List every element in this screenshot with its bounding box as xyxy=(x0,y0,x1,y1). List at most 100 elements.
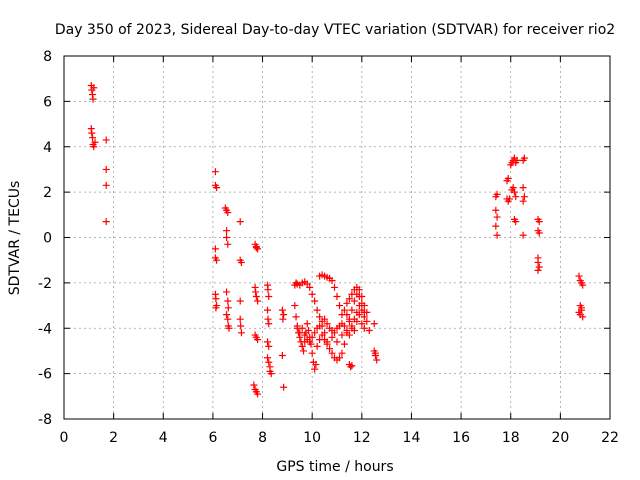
data-point xyxy=(360,324,368,332)
data-point xyxy=(265,320,273,328)
data-point xyxy=(254,336,262,344)
data-point xyxy=(363,317,371,325)
data-point xyxy=(535,263,543,271)
x-tick-label: 2 xyxy=(109,430,118,446)
data-point xyxy=(102,136,110,144)
data-point xyxy=(236,297,244,305)
data-point xyxy=(264,315,272,323)
data-point xyxy=(211,168,219,176)
data-point xyxy=(264,354,272,362)
data-point xyxy=(360,302,368,310)
data-point xyxy=(223,311,231,319)
plot-frame xyxy=(63,55,611,420)
data-point xyxy=(321,315,329,323)
y-tick-label: -8 xyxy=(38,412,52,428)
data-point xyxy=(316,322,324,330)
data-point xyxy=(323,320,331,328)
data-point xyxy=(213,184,221,192)
data-point xyxy=(365,327,373,335)
x-tick-label: 0 xyxy=(60,430,69,446)
data-point xyxy=(102,165,110,173)
data-point xyxy=(299,347,307,355)
data-point xyxy=(328,333,336,341)
data-point xyxy=(306,338,314,346)
data-point xyxy=(303,320,311,328)
data-point xyxy=(355,311,363,319)
data-point xyxy=(292,313,300,321)
data-point xyxy=(493,231,501,239)
data-point xyxy=(535,218,543,226)
data-point xyxy=(254,390,262,398)
data-point xyxy=(236,315,244,323)
x-tick-label: 20 xyxy=(551,430,569,446)
y-tick-label: -2 xyxy=(38,276,52,292)
data-point xyxy=(338,349,346,357)
data-point xyxy=(519,231,527,239)
data-point xyxy=(579,313,587,321)
data-point xyxy=(224,240,232,248)
x-tick-label: 12 xyxy=(353,430,371,446)
data-point xyxy=(335,354,343,362)
data-point xyxy=(298,342,306,350)
data-point xyxy=(313,306,321,314)
data-point xyxy=(345,331,353,339)
data-point xyxy=(265,358,273,366)
data-point xyxy=(264,306,272,314)
data-point xyxy=(279,315,287,323)
data-point xyxy=(278,306,286,314)
x-tick-label: 14 xyxy=(403,430,421,446)
data-point xyxy=(340,306,348,314)
data-point xyxy=(306,283,314,291)
data-point xyxy=(347,363,355,371)
data-point xyxy=(304,327,312,335)
data-point xyxy=(308,290,316,298)
x-tick-label: 10 xyxy=(303,430,321,446)
data-point xyxy=(519,184,527,192)
data-point xyxy=(308,333,316,341)
y-tick-label: 2 xyxy=(43,185,52,201)
data-point xyxy=(335,302,343,310)
data-point xyxy=(213,256,221,264)
y-tick-label: 0 xyxy=(43,231,52,247)
data-point xyxy=(370,320,378,328)
data-point xyxy=(504,175,512,183)
data-point xyxy=(348,306,356,314)
data-point xyxy=(265,342,273,350)
data-point xyxy=(308,349,316,357)
data-point xyxy=(579,281,587,289)
grid xyxy=(64,56,610,419)
data-point xyxy=(212,304,220,312)
data-point xyxy=(298,324,306,332)
data-point xyxy=(510,188,518,196)
chart-title: Day 350 of 2023, Sidereal Day-to-day VTE… xyxy=(55,22,615,38)
data-point xyxy=(343,327,351,335)
data-point xyxy=(328,277,336,285)
x-tick-label: 18 xyxy=(502,430,520,446)
data-point xyxy=(358,320,366,328)
data-point xyxy=(333,338,341,346)
data-point xyxy=(264,338,272,346)
data-point xyxy=(225,324,233,332)
data-point xyxy=(252,288,260,296)
data-point xyxy=(505,195,513,203)
data-point xyxy=(223,234,231,241)
data-point xyxy=(333,292,341,300)
data-point xyxy=(236,218,244,226)
data-point xyxy=(577,304,585,312)
data-point xyxy=(224,304,232,312)
data-point xyxy=(254,297,262,305)
data-point xyxy=(353,317,361,325)
data-point xyxy=(373,356,381,364)
data-point xyxy=(371,349,379,357)
data-point xyxy=(338,331,346,339)
data-point xyxy=(224,297,232,305)
data-point xyxy=(278,351,286,359)
data-point xyxy=(311,365,319,373)
data-point xyxy=(292,279,300,287)
data-point xyxy=(280,311,288,319)
data-point xyxy=(350,327,358,335)
data-point xyxy=(343,311,351,319)
axis-ticks: 0 2 4 6 8 10 12 14 16 18 20 22 -8 -6 -4 -2 0 2 4 6 8 xyxy=(38,49,619,446)
y-tick-label: 8 xyxy=(43,49,52,65)
